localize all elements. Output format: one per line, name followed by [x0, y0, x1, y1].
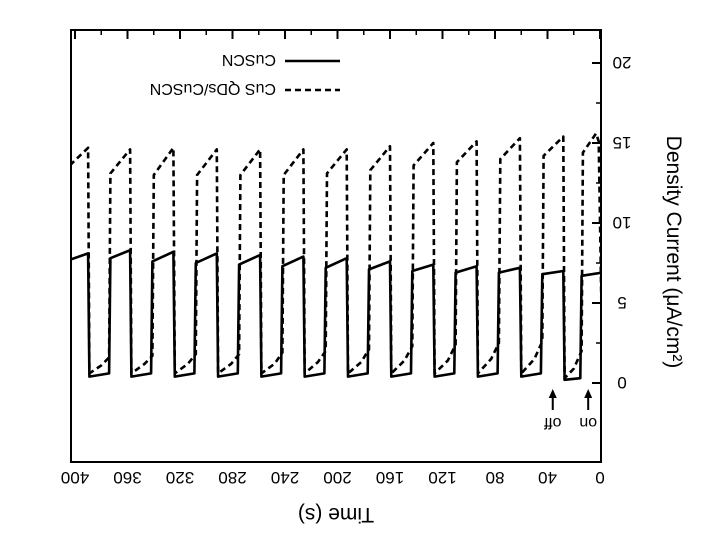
y-tick-label: 10	[613, 213, 632, 232]
x-tick-label: 160	[376, 468, 404, 487]
legend-label: CuSCN	[222, 51, 276, 68]
legend-label: CuS QDs/CuSCN	[150, 80, 276, 97]
series-layer	[72, 132, 600, 382]
y-axis-title: Density Current (μA/cm²)	[662, 136, 685, 369]
y-axis-ticks: 0 5 10 15 20	[592, 53, 631, 392]
x-tick-label: 80	[486, 468, 505, 487]
plot-frame	[70, 29, 602, 463]
x-tick-label: 400	[61, 468, 89, 487]
series-line-cuscn	[72, 248, 600, 382]
annotation-arrowhead	[548, 389, 557, 398]
annotation-label-off: off	[543, 414, 561, 431]
x-tick-label: 40	[538, 468, 557, 487]
x-tick-label: 200	[323, 468, 351, 487]
x-axis-ticks: 0 40 80 120 160 200 240 280 320 360 400	[61, 30, 605, 487]
annotation-label-on: on	[579, 414, 597, 431]
x-axis-title: Time (s)	[298, 503, 374, 526]
y-tick-label: 20	[613, 53, 632, 72]
x-tick-label: 120	[428, 468, 456, 487]
annotation-layer: on off	[543, 389, 597, 431]
y-tick-label: 0	[617, 373, 626, 392]
x-tick-label: 360	[113, 468, 141, 487]
x-tick-label: 280	[218, 468, 246, 487]
x-tick-label: 240	[271, 468, 299, 487]
x-tick-label: 0	[595, 468, 604, 487]
annotation-arrowhead	[584, 389, 593, 398]
x-tick-label: 320	[166, 468, 194, 487]
series-line-cus-qds-cuscn	[72, 132, 600, 380]
y-tick-label: 5	[617, 293, 626, 312]
legend: CuSCN CuS QDs/CuSCN	[150, 51, 340, 97]
y-tick-label: 15	[613, 133, 632, 152]
